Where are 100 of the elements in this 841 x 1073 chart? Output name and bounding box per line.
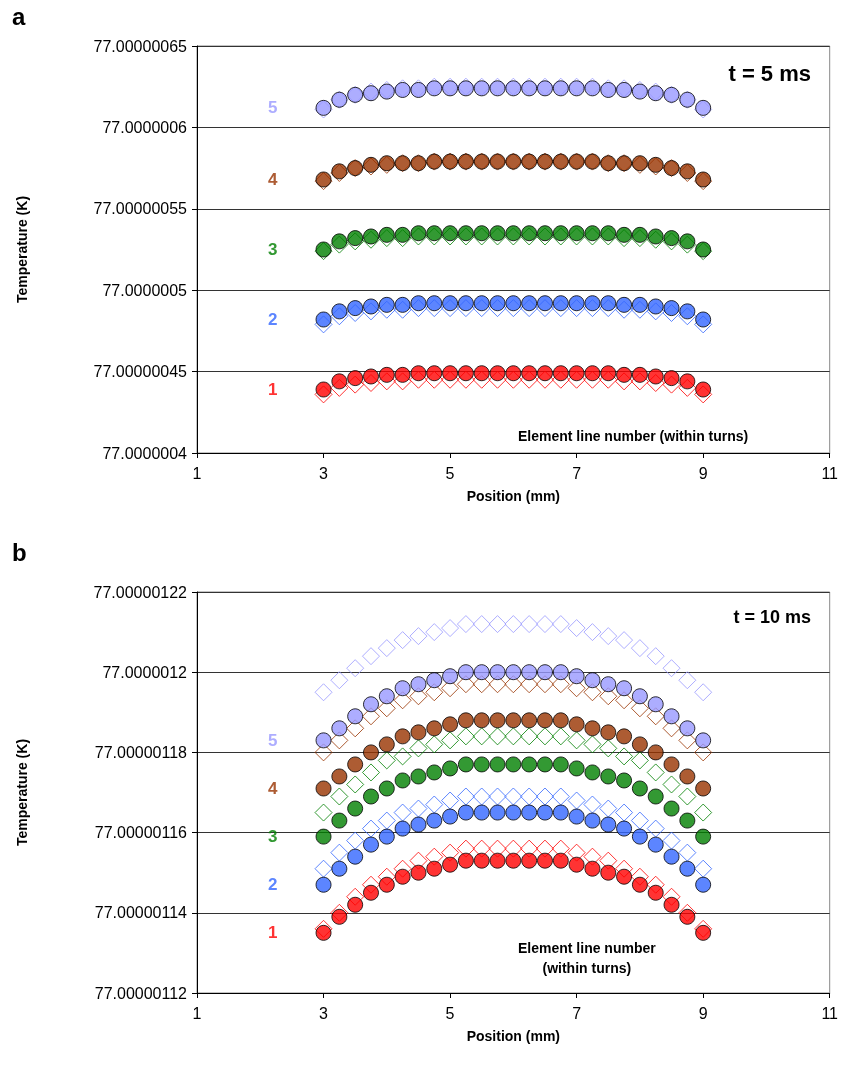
point bbox=[695, 780, 712, 797]
point bbox=[488, 787, 507, 806]
point bbox=[647, 368, 664, 385]
point bbox=[489, 712, 506, 729]
point bbox=[616, 772, 633, 789]
point bbox=[425, 795, 444, 814]
point bbox=[616, 868, 633, 885]
point bbox=[442, 295, 459, 312]
point bbox=[695, 876, 712, 893]
point bbox=[489, 804, 506, 821]
point bbox=[567, 619, 586, 638]
point bbox=[521, 804, 538, 821]
point bbox=[331, 233, 348, 250]
point bbox=[314, 859, 333, 878]
point bbox=[567, 791, 586, 810]
point bbox=[473, 225, 490, 242]
point bbox=[552, 365, 569, 382]
point bbox=[315, 732, 332, 749]
y-axis-title: Temperature (K) bbox=[14, 195, 30, 304]
point bbox=[663, 800, 680, 817]
point bbox=[347, 800, 364, 817]
point bbox=[489, 852, 506, 869]
point bbox=[694, 859, 713, 878]
point bbox=[363, 368, 379, 385]
point bbox=[568, 856, 585, 873]
point bbox=[409, 739, 428, 758]
point bbox=[537, 852, 553, 869]
point bbox=[473, 804, 490, 821]
y-tick-label: 77.00000045 bbox=[93, 363, 188, 381]
y-tick-label: 77.00000112 bbox=[94, 984, 188, 1002]
point bbox=[410, 724, 427, 741]
point bbox=[488, 615, 507, 634]
point bbox=[600, 768, 617, 785]
point bbox=[584, 860, 601, 877]
point bbox=[537, 804, 553, 821]
point bbox=[489, 295, 506, 312]
point bbox=[630, 639, 649, 658]
point bbox=[679, 860, 696, 877]
point bbox=[331, 373, 348, 390]
point bbox=[472, 615, 491, 634]
point bbox=[631, 688, 648, 705]
point bbox=[457, 756, 474, 773]
point bbox=[616, 680, 633, 697]
point bbox=[426, 720, 443, 737]
point bbox=[394, 772, 411, 789]
point bbox=[378, 226, 395, 243]
point bbox=[472, 787, 491, 806]
point bbox=[662, 659, 681, 678]
point bbox=[505, 804, 522, 821]
point bbox=[537, 712, 553, 729]
point bbox=[505, 225, 522, 242]
point bbox=[599, 799, 618, 818]
point bbox=[647, 744, 664, 761]
point bbox=[615, 631, 634, 650]
point bbox=[504, 615, 523, 634]
point bbox=[394, 226, 411, 243]
point bbox=[315, 876, 332, 893]
point bbox=[599, 739, 618, 758]
point bbox=[678, 671, 697, 690]
point bbox=[393, 747, 412, 766]
point bbox=[489, 365, 506, 382]
point bbox=[663, 896, 680, 913]
point bbox=[505, 295, 522, 312]
x-tick-label: 11 bbox=[821, 464, 839, 482]
point bbox=[567, 731, 586, 750]
point bbox=[646, 819, 665, 838]
point bbox=[600, 724, 617, 741]
point bbox=[695, 381, 712, 398]
point bbox=[694, 683, 713, 702]
point bbox=[331, 908, 348, 925]
point bbox=[426, 295, 443, 312]
point bbox=[521, 756, 538, 773]
point bbox=[568, 295, 585, 312]
point bbox=[568, 668, 585, 685]
point bbox=[551, 727, 570, 746]
point bbox=[584, 764, 601, 781]
point bbox=[363, 744, 379, 761]
point bbox=[363, 884, 379, 901]
x-tick-label: 7 bbox=[572, 464, 582, 482]
point bbox=[505, 365, 522, 382]
point bbox=[394, 296, 411, 313]
point bbox=[647, 836, 664, 853]
point bbox=[616, 820, 633, 837]
point bbox=[442, 668, 459, 685]
point bbox=[410, 864, 427, 881]
x-tick-label: 3 bbox=[319, 464, 329, 482]
point bbox=[584, 365, 601, 382]
point bbox=[378, 780, 395, 797]
point bbox=[600, 365, 617, 382]
point bbox=[631, 876, 648, 893]
point bbox=[346, 831, 365, 850]
point bbox=[521, 295, 538, 312]
point bbox=[631, 736, 648, 753]
point bbox=[537, 756, 553, 773]
point bbox=[584, 812, 601, 829]
point bbox=[583, 623, 602, 642]
point bbox=[488, 727, 507, 746]
point bbox=[426, 672, 443, 689]
point bbox=[552, 225, 569, 242]
point bbox=[473, 365, 490, 382]
